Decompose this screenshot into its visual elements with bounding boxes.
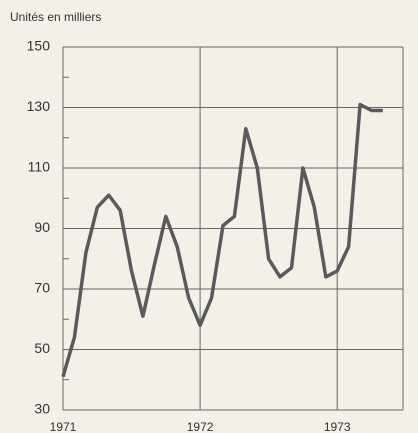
y-tick-label: 150 — [27, 38, 51, 54]
x-tick-label: 1971 — [50, 420, 77, 433]
y-tick-label: 50 — [34, 340, 50, 356]
y-tick-label: 90 — [34, 219, 50, 235]
y-tick-label: 30 — [34, 401, 50, 417]
y-tick-label: 110 — [28, 159, 51, 175]
y-tick-label: 70 — [34, 280, 50, 296]
x-tick-label: 1973 — [324, 420, 351, 433]
data-line — [61, 102, 383, 378]
x-tick-label: 1972 — [187, 420, 214, 433]
axis-label: Unités en milliers — [10, 10, 101, 24]
y-tick-label: 130 — [27, 98, 51, 114]
